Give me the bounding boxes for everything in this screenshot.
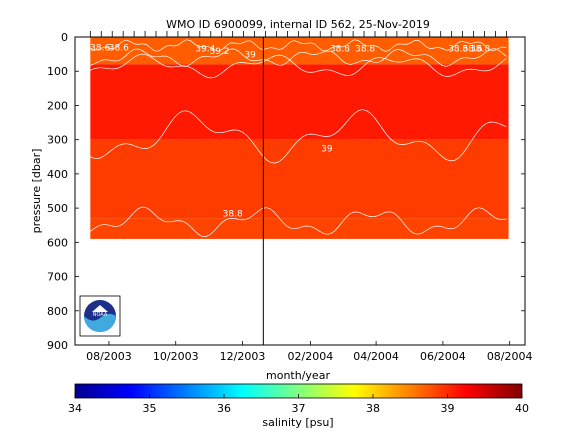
contour-label: 38.6 xyxy=(90,44,110,54)
contour-label: 38.6 xyxy=(448,44,468,54)
x-axis: 08/2003 10/2003 12/2003 02/2004 04/2004 06/20… xyxy=(86,341,533,363)
x-tick-label: 02/2004 xyxy=(288,350,334,363)
contour-line-surface-b xyxy=(90,48,507,67)
colorbar-tick-label: 39 xyxy=(441,402,455,415)
plot-frame xyxy=(74,36,526,346)
salinity-field xyxy=(90,37,509,239)
colorbar-tick-label: 38 xyxy=(366,402,380,415)
x-tick-label: 08/2004 xyxy=(487,350,533,363)
y-tick-label: 200 xyxy=(47,99,68,112)
y-axis: 0 100 200 300 400 500 600 700 800 900 xyxy=(47,31,525,352)
x-tick-label: 06/2004 xyxy=(420,350,466,363)
contour-label: 39.2 xyxy=(210,47,230,57)
colorbar-tick-label: 40 xyxy=(515,402,529,415)
x-tick-label: 04/2004 xyxy=(353,350,399,363)
y-tick-label: 800 xyxy=(47,305,68,318)
contour-label: 38.6 xyxy=(462,44,482,54)
x-tick-label: 10/2003 xyxy=(153,350,199,363)
x-axis-label: month/year xyxy=(266,369,330,382)
region-deep xyxy=(90,218,509,239)
contour-label: 39 xyxy=(244,51,256,61)
colorbar-tick-label: 34 xyxy=(68,402,82,415)
x-tick-label: 08/2003 xyxy=(86,350,132,363)
profile-ticks xyxy=(89,31,507,37)
contour-line-upper-bottom xyxy=(90,109,507,164)
contour-label: 39 xyxy=(321,145,333,155)
contour-label: 38.8 xyxy=(470,44,490,54)
region-upper xyxy=(90,64,509,140)
contour-line-deep xyxy=(90,206,507,237)
y-tick-label: 600 xyxy=(47,236,68,249)
colorbar-ticks: 34 35 36 37 38 39 40 xyxy=(68,394,529,415)
y-tick-label: 500 xyxy=(47,202,68,215)
y-axis-label: pressure [dbar] xyxy=(30,149,43,234)
y-tick-label: 400 xyxy=(47,168,68,181)
y-tick-label: 300 xyxy=(47,134,68,147)
contour-lines xyxy=(90,39,507,237)
region-intermediate xyxy=(90,139,509,219)
y-tick-label: 700 xyxy=(47,271,68,284)
y-tick-label: 900 xyxy=(47,339,68,352)
contour-label: 39.4 xyxy=(195,44,215,54)
colorbar-tick-label: 37 xyxy=(292,402,306,415)
noaa-logo: NOAA xyxy=(79,295,121,337)
y-tick-label: 100 xyxy=(47,65,68,78)
colorbar-label: salinity [psu] xyxy=(262,416,333,429)
contour-line-upper-top xyxy=(90,53,507,79)
contour-label: 38.8 xyxy=(223,210,243,220)
chart-title: WMO ID 6900099, internal ID 562, 25-Nov-… xyxy=(166,18,430,31)
contour-label: 38.8 xyxy=(355,44,375,54)
noaa-logo-text: NOAA xyxy=(93,312,108,318)
contour-label: 38.6 xyxy=(109,44,129,54)
colorbar: 34 35 36 37 38 39 40 salinity [psu] xyxy=(68,383,529,429)
contour-label: 38.8 xyxy=(330,44,350,54)
y-tick-label: 0 xyxy=(61,31,68,44)
colorbar-tick-label: 35 xyxy=(143,402,157,415)
region-surface xyxy=(90,37,509,65)
contour-line-surface-a xyxy=(90,39,507,52)
colorbar-tick-label: 36 xyxy=(217,402,231,415)
x-tick-label: 12/2003 xyxy=(220,350,266,363)
